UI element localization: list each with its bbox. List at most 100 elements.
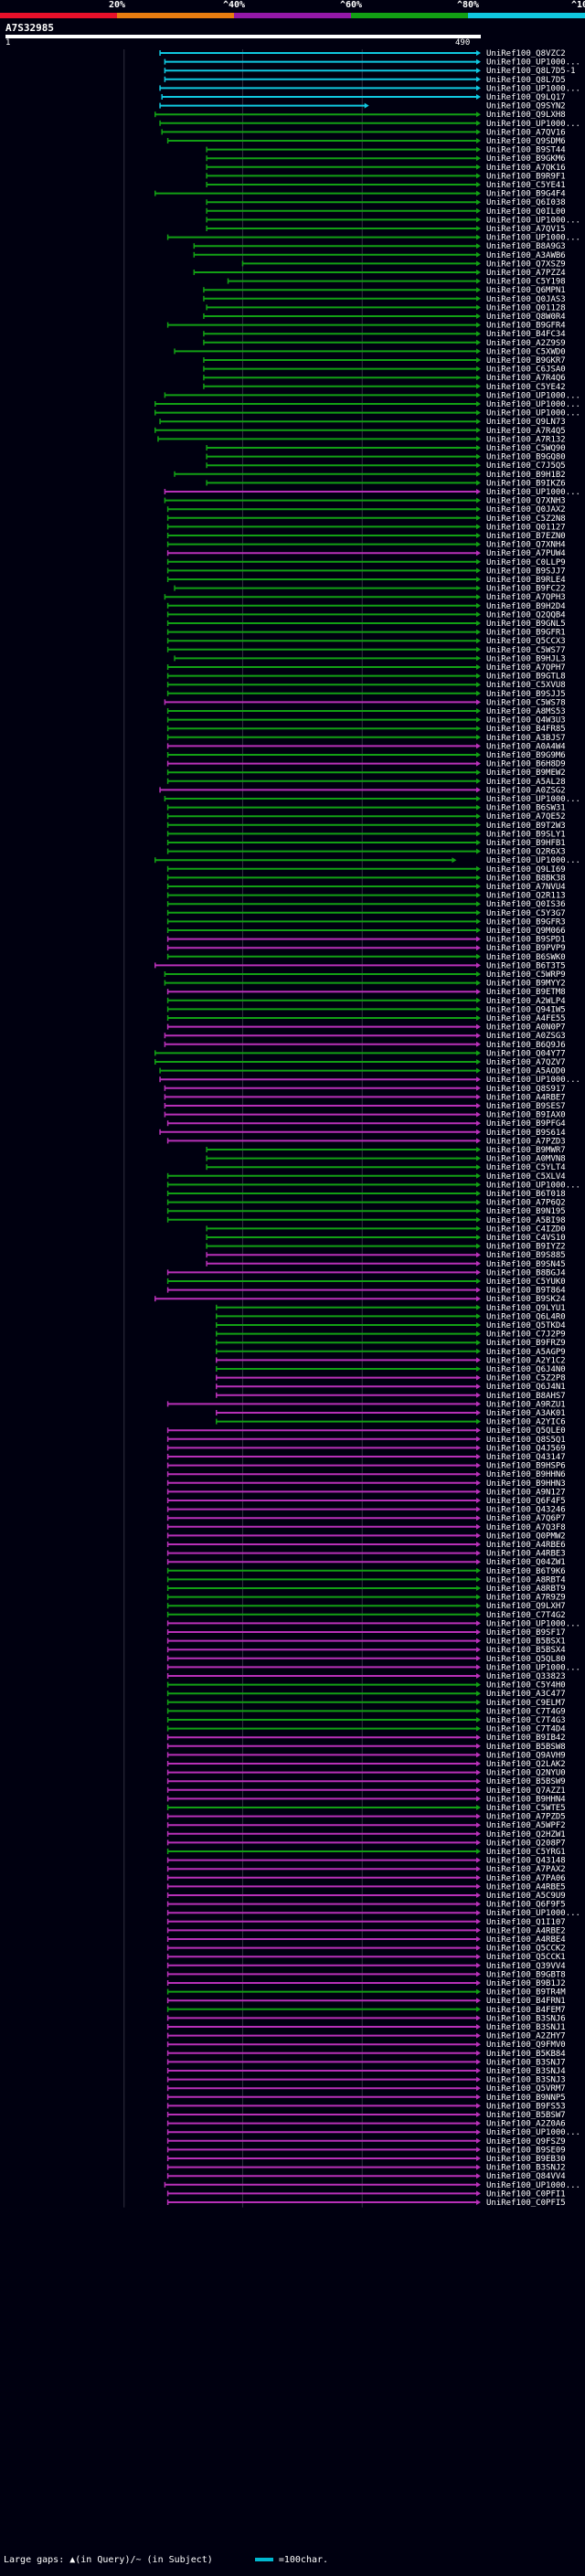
- hit-label[interactable]: UniRef100_Q0JAS3: [486, 295, 566, 304]
- hit-label[interactable]: UniRef100_Q9FSZ9: [486, 2137, 566, 2147]
- hit-label[interactable]: UniRef100_Q2QQB4: [486, 610, 566, 620]
- hit-label[interactable]: UniRef100_B6T9K6: [486, 1567, 566, 1576]
- hit-label[interactable]: UniRef100_C0PFI5: [486, 2199, 566, 2208]
- hit-label[interactable]: UniRef100_B9MYY2: [486, 980, 566, 989]
- hit-label[interactable]: UniRef100_B9GNL5: [486, 620, 566, 629]
- hit-label[interactable]: UniRef100_A5AL28: [486, 778, 566, 787]
- hit-label[interactable]: UniRef100_Q33823: [486, 1672, 566, 1681]
- hit-label[interactable]: UniRef100_A7QV15: [486, 225, 566, 234]
- hit-label[interactable]: UniRef100_A3AK01: [486, 1409, 566, 1418]
- hit-label[interactable]: UniRef100_B8AHS7: [486, 1392, 566, 1401]
- hit-label[interactable]: UniRef100_B6H8D9: [486, 760, 566, 769]
- hit-label[interactable]: UniRef100_B9IB42: [486, 1733, 566, 1743]
- hit-label[interactable]: UniRef100_B9HJL3: [486, 654, 566, 663]
- hit-label[interactable]: UniRef100_C9ELM7: [486, 1699, 566, 1708]
- hit-label[interactable]: UniRef100_A2Z9S9: [486, 339, 566, 348]
- hit-label[interactable]: UniRef100_C5XLV4: [486, 1172, 566, 1182]
- hit-label[interactable]: UniRef100_Q7XSZ9: [486, 260, 566, 269]
- hit-label[interactable]: UniRef100_B3SNJ3: [486, 2076, 566, 2085]
- hit-label[interactable]: UniRef100_B9IYZ2: [486, 1243, 566, 1252]
- hit-label[interactable]: UniRef100_C5YE42: [486, 383, 566, 392]
- hit-label[interactable]: UniRef100_Q4W3U3: [486, 716, 566, 726]
- hit-label[interactable]: UniRef100_B3SNJ4: [486, 2067, 566, 2076]
- hit-label[interactable]: UniRef100_C5Z2N8: [486, 514, 566, 524]
- hit-label[interactable]: UniRef100_A2WLP4: [486, 997, 566, 1006]
- hit-label[interactable]: UniRef100_B6SWK0: [486, 953, 566, 962]
- hit-label[interactable]: UniRef100_B3SNJ2: [486, 2164, 566, 2173]
- hit-label[interactable]: UniRef100_Q7XNH3: [486, 497, 566, 506]
- hit-label[interactable]: UniRef100_B9HHN6: [486, 1470, 566, 1479]
- hit-label[interactable]: UniRef100_B9GFR4: [486, 322, 566, 331]
- hit-label[interactable]: UniRef100_C5WS77: [486, 646, 566, 655]
- hit-label[interactable]: UniRef100_Q43148: [486, 1857, 566, 1866]
- hit-label[interactable]: UniRef100_C4VS10: [486, 1234, 566, 1243]
- hit-label[interactable]: UniRef100_Q5QL80: [486, 1655, 566, 1664]
- hit-label[interactable]: UniRef100_A7R4Q5: [486, 427, 566, 436]
- hit-label[interactable]: UniRef100_C5XVU8: [486, 681, 566, 690]
- hit-label[interactable]: UniRef100_B9SE09: [486, 2146, 566, 2155]
- hit-label[interactable]: UniRef100_C5Z2P8: [486, 1374, 566, 1383]
- hit-label[interactable]: UniRef100_UP1000...: [486, 795, 580, 804]
- hit-label[interactable]: UniRef100_A8MS53: [486, 707, 566, 716]
- hit-label[interactable]: UniRef100_B9HFB1: [486, 839, 566, 848]
- hit-label[interactable]: UniRef100_A7PA06: [486, 1874, 566, 1883]
- hit-label[interactable]: UniRef100_C5WRP9: [486, 970, 566, 980]
- hit-label[interactable]: UniRef100_Q2R6X3: [486, 848, 566, 857]
- hit-label[interactable]: UniRef100_B9GQ80: [486, 453, 566, 462]
- hit-label[interactable]: UniRef100_B9TR4M: [486, 1988, 566, 1998]
- hit-label[interactable]: UniRef100_A9N127: [486, 1488, 566, 1497]
- hit-label[interactable]: UniRef100_B9NNP5: [486, 2094, 566, 2103]
- hit-label[interactable]: UniRef100_Q4J569: [486, 1444, 566, 1453]
- hit-label[interactable]: UniRef100_A0MVN8: [486, 1155, 566, 1164]
- hit-label[interactable]: UniRef100_C5XWD0: [486, 347, 566, 356]
- hit-label[interactable]: UniRef100_C5YLT4: [486, 1163, 566, 1172]
- hit-label[interactable]: UniRef100_B6SW31: [486, 804, 566, 813]
- hit-label[interactable]: UniRef100_B9HSP6: [486, 1462, 566, 1471]
- hit-label[interactable]: UniRef100_A7NVU4: [486, 883, 566, 892]
- hit-label[interactable]: UniRef100_B9FS53: [486, 2102, 566, 2111]
- hit-label[interactable]: UniRef100_UP1000...: [486, 1181, 580, 1190]
- hit-label[interactable]: UniRef100_B5BSW9: [486, 1777, 566, 1786]
- hit-label[interactable]: UniRef100_B9SJJ7: [486, 567, 566, 576]
- hit-label[interactable]: UniRef100_B8BK38: [486, 874, 566, 883]
- hit-label[interactable]: UniRef100_Q208P7: [486, 1839, 566, 1848]
- hit-label[interactable]: UniRef100_A5BI98: [486, 1216, 566, 1225]
- hit-label[interactable]: UniRef100_B9HHN3: [486, 1479, 566, 1489]
- hit-label[interactable]: UniRef100_Q0IS36: [486, 900, 566, 909]
- hit-label[interactable]: UniRef100_Q8L7D5-1: [486, 67, 576, 76]
- hit-label[interactable]: UniRef100_B6Q9J6: [486, 1041, 566, 1050]
- hit-label[interactable]: UniRef100_A0ZSG2: [486, 786, 566, 795]
- hit-label[interactable]: UniRef100_A7QZV7: [486, 1058, 566, 1067]
- hit-label[interactable]: UniRef100_A7PAX2: [486, 1865, 566, 1874]
- hit-label[interactable]: UniRef100_A2YIC6: [486, 1418, 566, 1427]
- hit-label[interactable]: UniRef100_B4FR85: [486, 725, 566, 734]
- hit-label[interactable]: UniRef100_A5C9U9: [486, 1892, 566, 1901]
- hit-label[interactable]: UniRef100_B4FEM7: [486, 2006, 566, 2015]
- hit-label[interactable]: UniRef100_Q94IW5: [486, 1005, 566, 1014]
- hit-label[interactable]: UniRef100_B9S614: [486, 1129, 566, 1138]
- hit-label[interactable]: UniRef100_B3SNJ6: [486, 2014, 566, 2023]
- hit-label[interactable]: UniRef100_C4IZD0: [486, 1224, 566, 1234]
- hit-label[interactable]: UniRef100_UP1000...: [486, 234, 580, 243]
- hit-label[interactable]: UniRef100_B9FRZ9: [486, 1339, 566, 1348]
- hit-label[interactable]: UniRef100_C5WTE5: [486, 1804, 566, 1813]
- hit-label[interactable]: UniRef100_A7QV16: [486, 128, 566, 137]
- hit-label[interactable]: UniRef100_B6T3T5: [486, 961, 566, 970]
- hit-label[interactable]: UniRef100_B6T018: [486, 1190, 566, 1199]
- hit-label[interactable]: UniRef100_A2ZHY7: [486, 2032, 566, 2041]
- hit-label[interactable]: UniRef100_B3SNJ7: [486, 2058, 566, 2067]
- hit-label[interactable]: UniRef100_Q6F9F5: [486, 1901, 566, 1910]
- hit-label[interactable]: UniRef100_A3BJS7: [486, 734, 566, 743]
- hit-label[interactable]: UniRef100_C7T4G3: [486, 1716, 566, 1725]
- hit-label[interactable]: UniRef100_A5AOD0: [486, 1067, 566, 1076]
- hit-label[interactable]: UniRef100_Q6J4N0: [486, 1365, 566, 1374]
- hit-label[interactable]: UniRef100_A7PUW4: [486, 549, 566, 558]
- hit-label[interactable]: UniRef100_Q9LI69: [486, 865, 566, 875]
- hit-label[interactable]: UniRef100_B9PFG4: [486, 1119, 566, 1129]
- hit-label[interactable]: UniRef100_A7QE52: [486, 812, 566, 822]
- hit-label[interactable]: UniRef100_Q2NYU0: [486, 1769, 566, 1778]
- hit-label[interactable]: UniRef100_Q5TKD4: [486, 1321, 566, 1330]
- hit-label[interactable]: UniRef100_B4FRN1: [486, 1997, 566, 2006]
- hit-label[interactable]: UniRef100_B9T864: [486, 1287, 566, 1296]
- hit-label[interactable]: UniRef100_B9SPD1: [486, 936, 566, 945]
